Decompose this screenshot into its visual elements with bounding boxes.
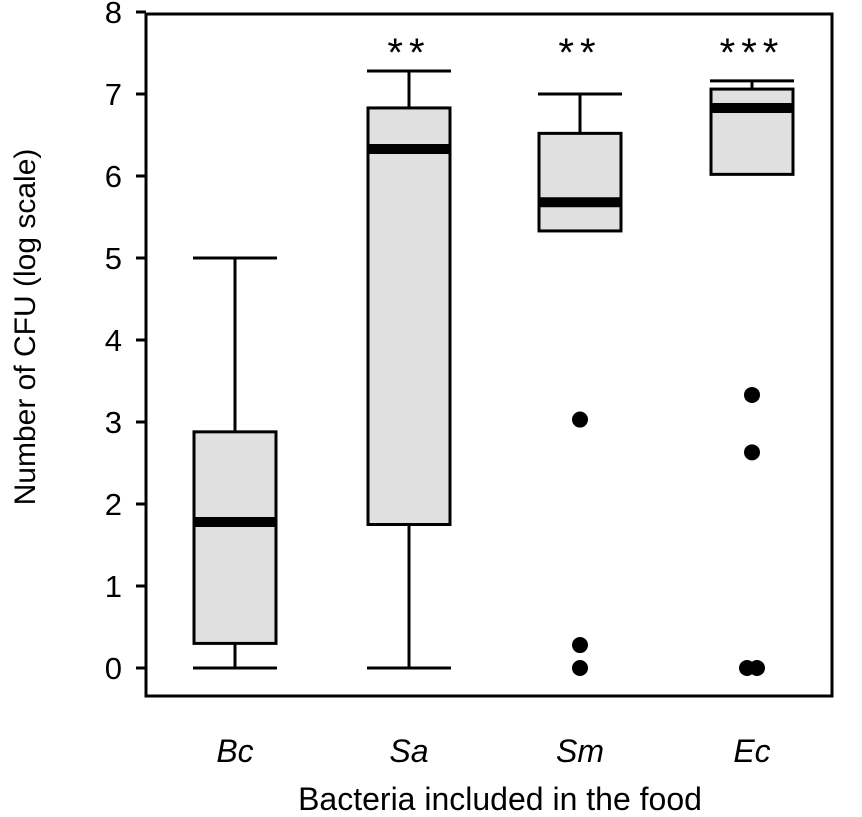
outlier-point — [572, 637, 588, 654]
outlier-point — [572, 660, 588, 676]
x-axis-title: Bacteria included in the food — [298, 781, 702, 817]
x-axis: Bc Sa Sm Ec — [216, 733, 770, 769]
y-axis-title: Number of CFU (log scale) — [9, 149, 42, 506]
x-tick-label: Sa — [389, 733, 428, 769]
y-tick-label: 3 — [105, 405, 122, 440]
y-tick-label: 8 — [105, 0, 122, 30]
y-tick-label: 7 — [105, 77, 122, 112]
y-axis: 0 1 2 3 4 5 6 7 8 — [105, 0, 146, 686]
x-tick-label: Sm — [556, 733, 604, 769]
iqr-box — [192, 430, 278, 645]
x-tick-label: Bc — [216, 733, 253, 769]
boxes: ** ** *** — [192, 31, 795, 676]
plot-frame — [144, 12, 834, 698]
outlier-point — [572, 411, 588, 428]
outlier-point — [744, 444, 760, 461]
significance-label: *** — [720, 31, 785, 75]
iqr-box — [537, 131, 623, 233]
y-tick-label: 6 — [105, 159, 122, 194]
outlier-point — [744, 386, 760, 403]
y-tick-label: 0 — [105, 651, 122, 686]
y-tick-label: 1 — [105, 569, 122, 604]
significance-label: ** — [558, 31, 601, 75]
y-tick-label: 2 — [105, 487, 122, 522]
iqr-box — [366, 106, 452, 526]
box-bc — [192, 256, 278, 670]
box-sa: ** — [366, 31, 452, 670]
significance-label: ** — [387, 31, 430, 75]
y-tick-label: 4 — [105, 323, 122, 358]
iqr-box — [709, 87, 795, 176]
outlier-point — [749, 660, 765, 676]
box-ec: *** — [709, 31, 795, 676]
y-tick-label: 5 — [105, 241, 122, 276]
x-tick-label: Ec — [733, 733, 770, 769]
box-sm: ** — [537, 31, 623, 676]
